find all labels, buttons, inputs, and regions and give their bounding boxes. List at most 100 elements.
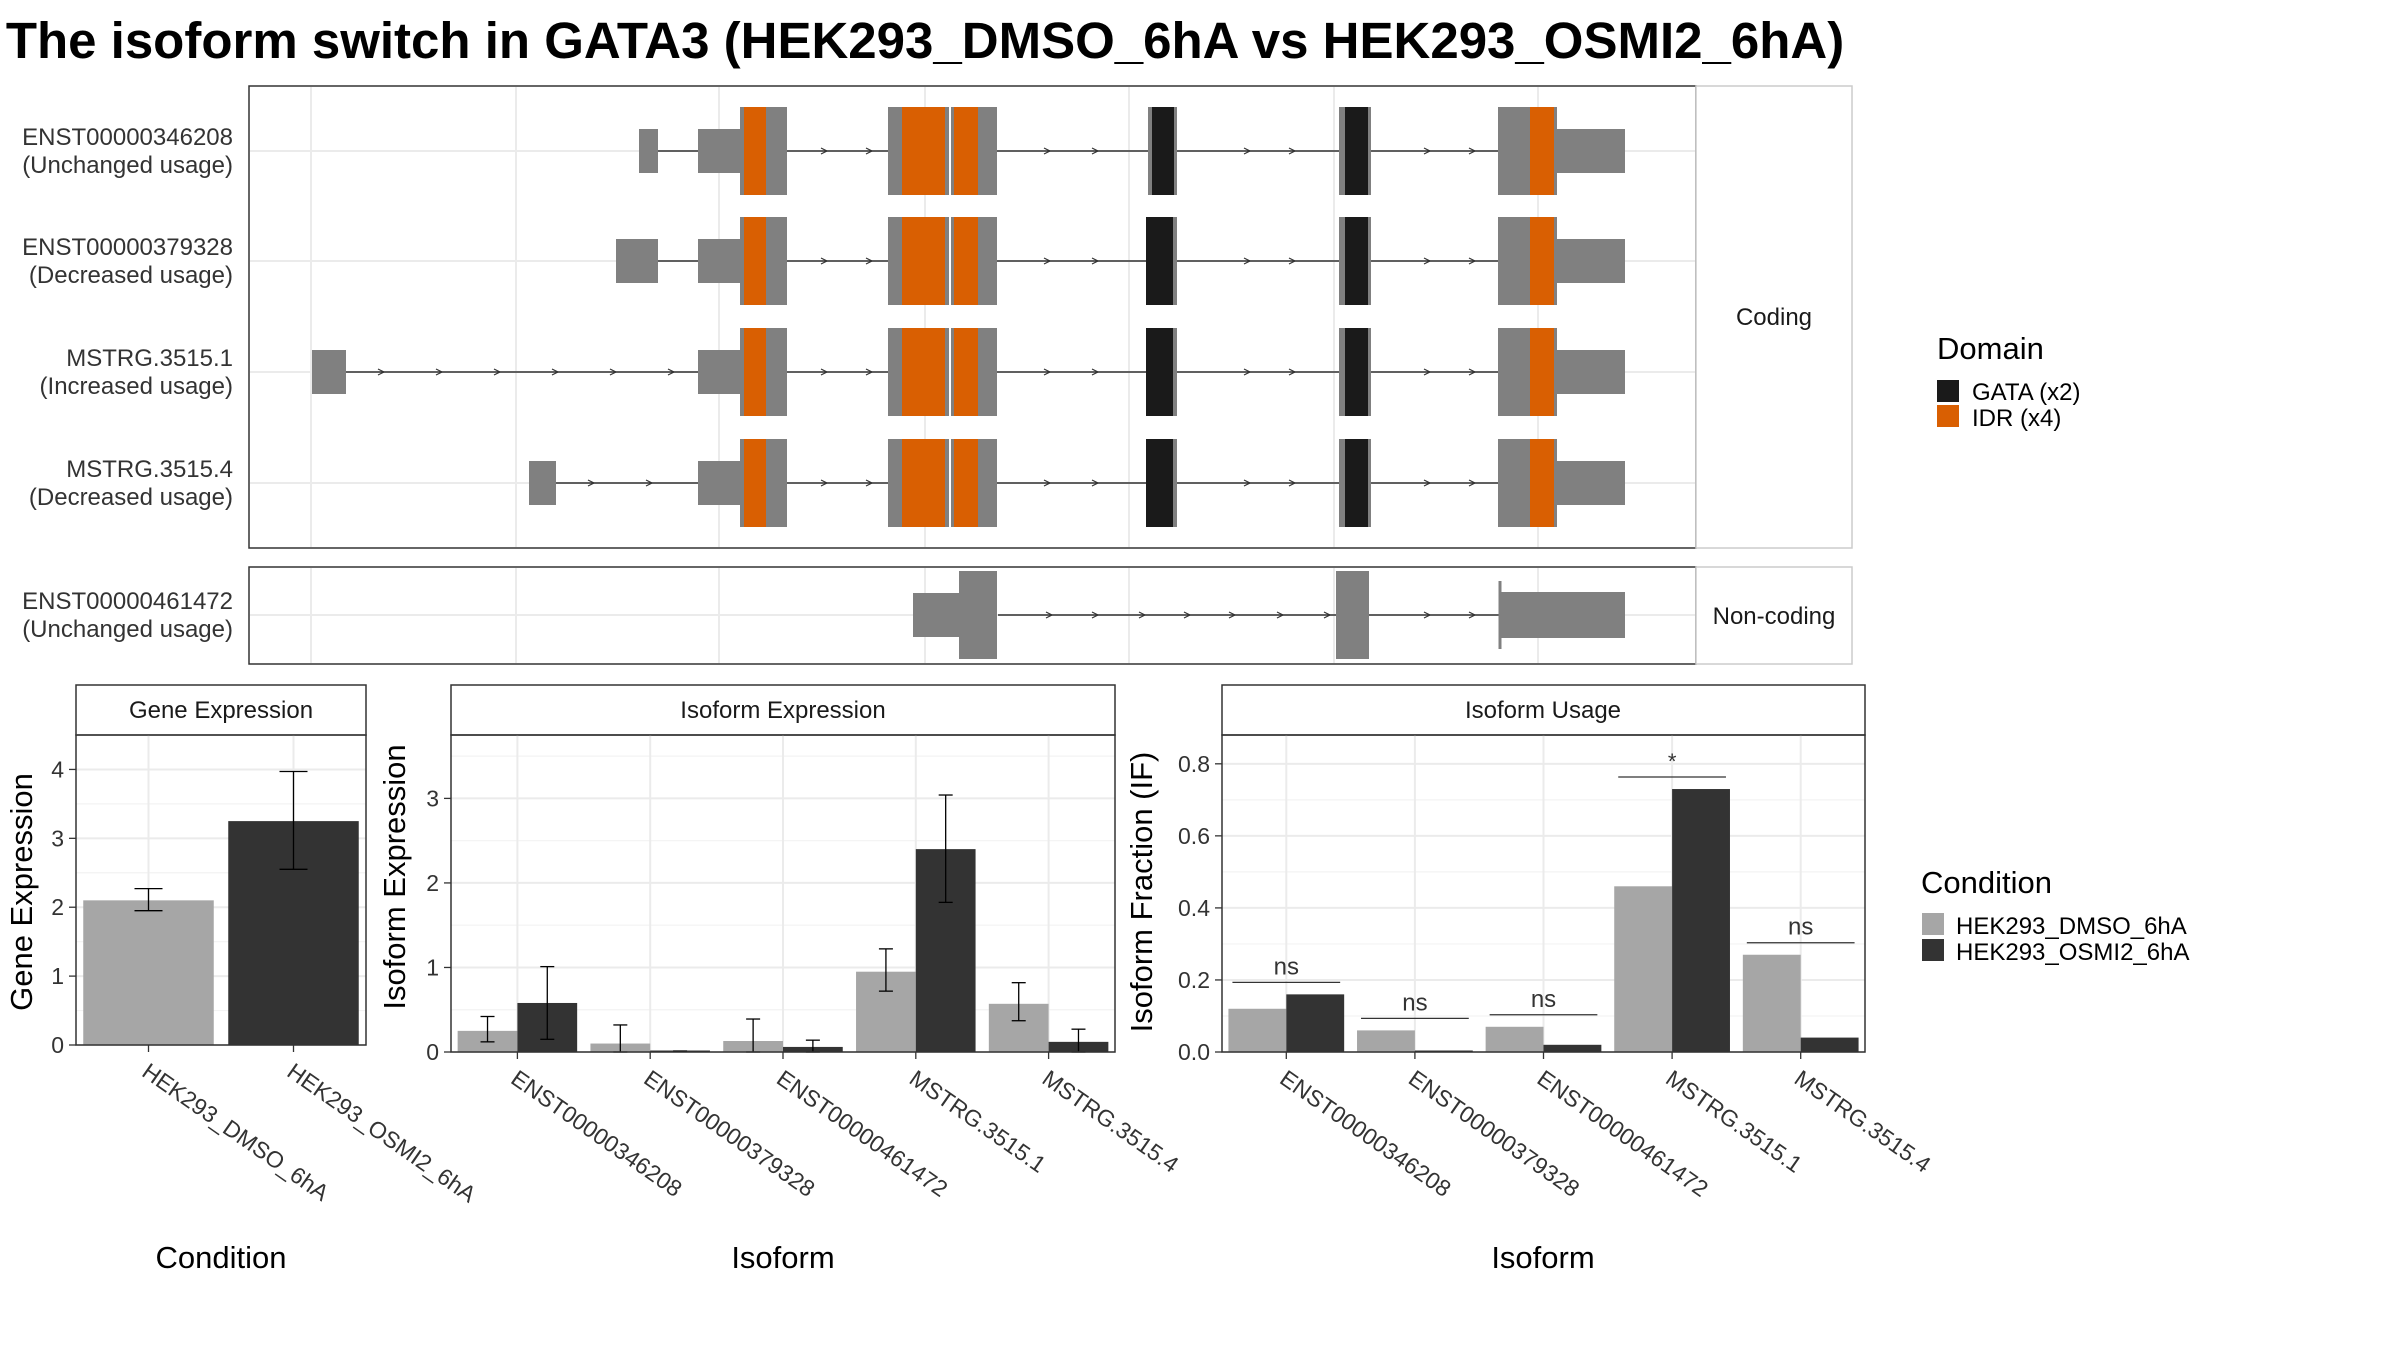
transcript-labels: ENST00000346208(Unchanged usage)ENST0000… (22, 124, 233, 643)
intron-arrow (1243, 368, 1252, 376)
x-tick-label: MSTRG.3515.4 (1790, 1065, 1936, 1178)
transcript-track-MSTRG.3515.4 (529, 439, 1625, 527)
bar-HEK293_DMSO_6hA-MSTRG.3515.4 (1742, 954, 1801, 1052)
noncoding-exon (1336, 571, 1369, 659)
transcript-usage-label: (Unchanged usage) (22, 152, 233, 179)
domain-legend-title: Domain (1937, 331, 2044, 366)
noncoding-exon (1499, 592, 1625, 638)
gene-strip-title: Gene Expression (129, 697, 313, 724)
idr-domain (1530, 328, 1554, 416)
transcript-id-label: MSTRG.3515.4 (66, 456, 233, 483)
y-tick-label: 1 (51, 963, 64, 989)
figure-title: The isoform switch in GATA3 (HEK293_DMSO… (6, 12, 1844, 69)
idr-domain (902, 217, 945, 305)
intron-arrow (1091, 147, 1100, 155)
significance-label: * (1668, 749, 1677, 774)
osmi2-legend-key (1922, 939, 1944, 961)
bar-HEK293_DMSO_6hA-ENST00000379328 (1357, 1030, 1415, 1052)
gata-domain (1146, 328, 1173, 416)
idr-legend-key (1937, 405, 1959, 427)
x-tick-label: MSTRG.3515.1 (905, 1065, 1051, 1178)
intron-arrow (1243, 147, 1252, 155)
transcript-id-label: ENST00000379328 (22, 234, 233, 261)
idr-domain (954, 217, 978, 305)
idr-domain (954, 328, 978, 416)
bar-HEK293_DMSO_6hA-ENST00000461472 (1485, 1026, 1544, 1052)
intron-arrow (1243, 479, 1252, 487)
utr-exon (529, 461, 556, 505)
idr-domain (744, 107, 766, 195)
idr-domain (902, 107, 945, 195)
intron-arrow (1288, 257, 1297, 265)
condition-legend: Condition HEK293_DMSO_6hA HEK293_OSMI2_6… (1921, 865, 2189, 966)
intron-arrow (1091, 611, 1100, 619)
transcript-id-label: ENST00000346208 (22, 124, 233, 151)
y-tick-label: 0.6 (1178, 823, 1210, 849)
intron-arrow (609, 368, 618, 376)
y-tick-label: 1 (426, 954, 439, 980)
coding-strip-label: Coding (1736, 304, 1812, 331)
utr-exon (698, 461, 740, 505)
osmi2-legend-label: HEK293_OSMI2_6hA (1956, 939, 2189, 966)
y-tick-label: 0.8 (1178, 751, 1210, 777)
intron-arrow (1288, 479, 1297, 487)
coding-strip (1695, 85, 1853, 549)
intron-arrow (1468, 611, 1477, 619)
usage-y-axis-title: Isoform Fraction (IF) (1124, 752, 1159, 1033)
gene-y-axis-title: Gene Expression (4, 773, 39, 1011)
gata-domain (1152, 107, 1174, 195)
idr-domain (744, 439, 766, 527)
transcript-track-ENST00000346208 (639, 107, 1625, 195)
y-tick-label: 4 (51, 756, 64, 782)
gata-domain (1146, 439, 1173, 527)
dmso-legend-key (1922, 913, 1944, 935)
isoform-expression-panel: Isoform Expression Isoform Isoform Expre… (377, 684, 1184, 1275)
y-tick-label: 0.2 (1178, 967, 1210, 993)
intron-arrow (1423, 479, 1432, 487)
intron-arrow (820, 147, 829, 155)
gata-domain (1345, 328, 1368, 416)
y-tick-label: 0 (426, 1039, 439, 1065)
dmso-legend-label: HEK293_DMSO_6hA (1956, 913, 2187, 940)
intron-arrow (587, 479, 596, 487)
gene-x-axis-title: Condition (156, 1240, 287, 1275)
idr-domain (902, 328, 945, 416)
isoform-usage-panel: Isoform Usage Isoform Isoform Fraction (… (1124, 684, 1936, 1275)
intron-arrow (1323, 611, 1332, 619)
bar-HEK293_OSMI2_6hA-MSTRG.3515.4 (1800, 1037, 1859, 1052)
bar-HEK293_OSMI2_6hA-MSTRG.3515.1 (1672, 789, 1730, 1052)
noncoding-strip (1695, 566, 1853, 665)
condition-legend-title: Condition (1921, 865, 2052, 900)
significance-label: ns (1402, 989, 1427, 1016)
idr-legend-label: IDR (x4) (1972, 405, 2061, 432)
utr-exon (698, 129, 740, 173)
intron-arrow (551, 368, 560, 376)
usage-strip-title: Isoform Usage (1465, 697, 1621, 724)
intron-arrow (1423, 611, 1432, 619)
idr-domain (954, 439, 978, 527)
intron-arrow (493, 368, 502, 376)
y-tick-label: 0.4 (1178, 895, 1210, 921)
intron-arrow (1091, 257, 1100, 265)
utr-exon (639, 129, 658, 173)
transcript-usage-label: (Unchanged usage) (22, 616, 233, 643)
intron-arrow (1423, 147, 1432, 155)
gata-legend-key (1937, 380, 1959, 402)
y-tick-label: 3 (426, 785, 439, 811)
intron-arrow (1468, 257, 1477, 265)
transcript-usage-label: (Decreased usage) (29, 484, 233, 511)
y-tick-label: 3 (51, 825, 64, 851)
isoexp-strip (450, 684, 1116, 736)
intron-arrow (645, 479, 654, 487)
idr-domain (954, 107, 978, 195)
y-tick-label: 2 (426, 870, 439, 896)
structure-coding-panel: Coding (248, 85, 1853, 549)
gene-strip (75, 684, 367, 736)
utr-exon (1557, 239, 1625, 283)
y-tick-label: 0 (51, 1032, 64, 1058)
bar-HEK293_OSMI2_6hA-ENST00000346208 (1286, 994, 1345, 1052)
intron-arrow (1243, 257, 1252, 265)
intron-arrow (1045, 611, 1054, 619)
intron-arrow (865, 368, 874, 376)
idr-domain (744, 328, 766, 416)
